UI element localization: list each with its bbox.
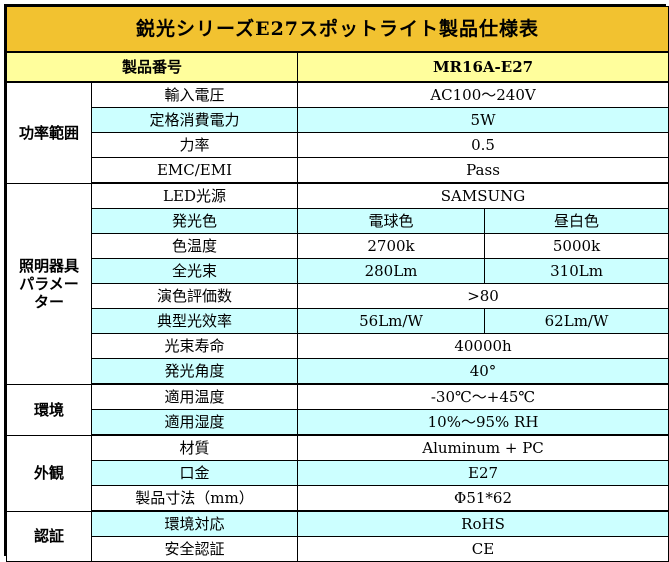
row-label: 安全認証 [91,536,298,562]
row-label: 輸入電圧 [91,81,298,108]
table-row: 認証 環境対応 RoHS [6,510,669,562]
table-row: EMC/EMI Pass [7,157,669,184]
row-label: 光束寿命 [91,333,298,359]
model-row: 製品番号 MR16A-E27 [6,51,669,83]
table-row: 色温度 2700k 5000k [7,233,669,259]
row-value-a: 56Lm/W [297,308,485,334]
row-value: 40° [296,358,669,385]
row-value-b: 62Lm/W [483,308,669,334]
row-label: 全光束 [91,258,298,284]
row-value: 40000h [296,333,669,359]
table-row: 典型光效率 56Lm/W 62Lm/W [7,308,669,334]
row-value: SAMSUNG [296,182,669,209]
group-certification: 認証 [6,510,92,562]
table-row: 光束寿命 40000h [7,333,669,359]
row-value: RoHS [296,510,669,537]
row-value: 0.5 [296,132,669,158]
row-value-b: 昼白色 [483,208,669,234]
row-label: 典型光效率 [91,308,298,334]
row-value: CE [296,536,669,562]
row-label: 材質 [91,434,298,461]
group-lighting-line3: ター [33,292,64,311]
row-value-a: 2700k [297,233,485,259]
spec-table: 鋭光シリーズE27スポットライト製品仕様表 製品番号 MR16A-E27 功率範… [5,6,669,562]
model-value: MR16A-E27 [296,51,669,83]
table-row: 力率 0.5 [7,132,669,158]
table-row: 定格消費電力 5W [7,107,669,133]
row-label: 適用湿度 [91,409,298,436]
table-row: 適用湿度 10%～95% RH [7,409,669,436]
group-lighting-line2: パラメー [19,274,79,293]
row-value: -30℃～+45℃ [296,383,669,410]
title-row: 鋭光シリーズE27スポットライト製品仕様表 [5,6,669,53]
row-value: 5W [296,107,669,133]
row-value: AC100～240V [296,81,669,108]
row-label: 口金 [91,460,298,486]
row-label: 適用温度 [91,383,298,410]
row-label: 定格消費電力 [91,107,298,133]
group-appearance: 外観 [6,434,92,512]
row-value-b: 5000k [483,233,669,259]
table-row: 外観 材質 Aluminum + PC [6,434,669,512]
row-label: LED光源 [91,182,298,209]
table-row: 功率範囲 輸入電圧 AC100～240V [6,81,669,184]
group-environment: 環境 [6,383,92,436]
row-value: Pass [296,157,669,184]
row-label: EMC/EMI [91,157,298,184]
table-row: 製品寸法（mm） Φ51*62 [7,485,669,512]
row-value: >80 [296,283,669,309]
row-value: Aluminum + PC [296,434,669,461]
row-value-a: 電球色 [297,208,485,234]
row-label: 演色評価数 [91,283,298,309]
table-row: 発光色 電球色 昼白色 [7,208,669,234]
table-row: 環境 適用温度 -30℃～+45℃ [6,383,669,436]
model-label: 製品番号 [6,51,298,83]
table-row: 口金 E27 [7,460,669,486]
row-value: Φ51*62 [296,485,669,512]
row-value: 10%～95% RH [296,409,669,436]
row-value: E27 [296,460,669,486]
row-label: 製品寸法（mm） [91,485,298,512]
table-title: 鋭光シリーズE27スポットライト製品仕様表 [5,6,669,53]
row-label: 発光角度 [91,358,298,385]
group-power: 功率範囲 [6,81,92,184]
table-row: 照明器具 パラメー ター LED光源 SAMSUNG [6,182,669,385]
table-row: 発光角度 40° [7,358,669,385]
row-label: 環境対応 [91,510,298,537]
row-label: 発光色 [91,208,298,234]
group-lighting-line1: 照明器具 [18,256,79,275]
spec-sheet: 鋭光シリーズE27スポットライト製品仕様表 製品番号 MR16A-E27 功率範… [4,4,669,562]
row-value-b: 310Lm [483,258,669,284]
group-lighting: 照明器具 パラメー ター [6,182,92,385]
row-label: 色温度 [91,233,298,259]
table-row: 安全認証 CE [7,536,669,562]
row-value-a: 280Lm [297,258,485,284]
row-label: 力率 [91,132,298,158]
table-row: 演色評価数 >80 [7,283,669,309]
table-row: 全光束 280Lm 310Lm [7,258,669,284]
